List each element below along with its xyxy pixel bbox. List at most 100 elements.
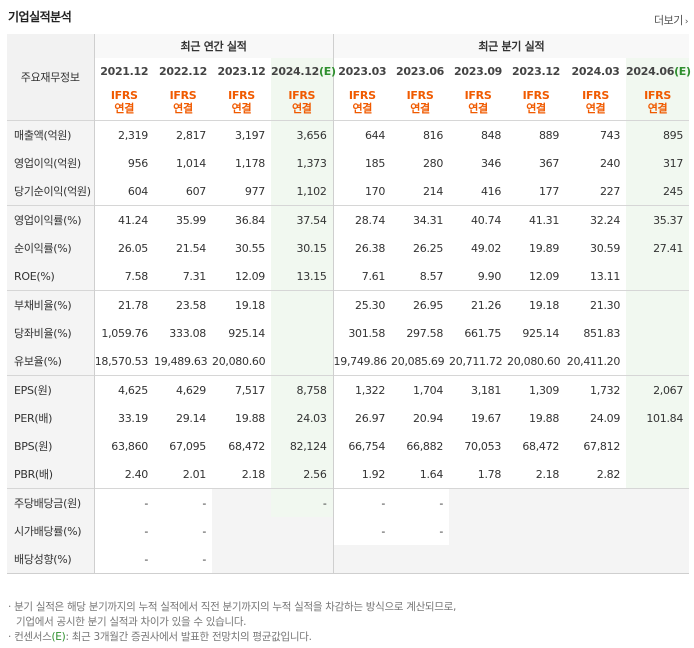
- value-cell: 20,711.72: [449, 354, 503, 368]
- value-cell: 12.09: [235, 269, 265, 283]
- period-label: 2023.12: [217, 64, 266, 78]
- period-label: 2023.12: [512, 64, 561, 78]
- value-cell: 20,080.60: [212, 354, 266, 368]
- table-row: EPS(원) 4,625 4,629 7,517 8,758 1,322 1,704 3,18…: [7, 375, 690, 404]
- period-header: 2023.06: [391, 58, 450, 84]
- value-cell: 2.40: [93, 460, 154, 489]
- row-label: EPS(원): [7, 375, 94, 404]
- value-cell: 889: [507, 120, 566, 149]
- table-row: BPS(원) 63,860 67,095 68,472 82,124 66,754 66,8…: [7, 432, 690, 460]
- value-cell: 21.26: [449, 290, 508, 319]
- value-cell: [391, 545, 450, 574]
- value-cell: [626, 460, 690, 489]
- value-cell: 20,411.20: [566, 354, 621, 368]
- period-header: 2022.12: [154, 58, 212, 84]
- value-cell: 743: [565, 120, 627, 149]
- value-cell: [565, 488, 627, 517]
- value-cell: 26.97: [332, 404, 392, 432]
- chevron-right-icon: ›: [684, 17, 689, 27]
- value-cell: 2.56: [271, 460, 334, 489]
- value-cell: 20,085.69: [391, 354, 445, 368]
- period-header: 2024.06(E): [626, 58, 691, 84]
- value-cell: [449, 545, 508, 574]
- row-label: PER(배): [7, 404, 94, 432]
- value-cell: 41.24: [93, 205, 154, 234]
- period-header: 2023.09: [449, 58, 508, 84]
- value-cell: 82,124: [271, 432, 334, 460]
- value-cell: 2.18: [241, 467, 266, 481]
- value-cell: 604: [93, 177, 154, 206]
- consolidated-label: 연결: [352, 102, 373, 115]
- value-cell: 3,197: [212, 120, 271, 149]
- value-cell: 977: [244, 184, 265, 198]
- value-cell: 21.30: [565, 290, 627, 319]
- value-cell: 177: [538, 184, 560, 198]
- value-cell: 956: [93, 149, 154, 177]
- value-cell: 1.64: [419, 467, 444, 481]
- value-cell: 317: [626, 149, 690, 177]
- value-cell: 30.59: [590, 241, 621, 255]
- row-label: 영업이익(억원): [7, 149, 94, 177]
- value-cell: 29.14: [176, 411, 206, 425]
- more-link[interactable]: 더보기 ›: [654, 12, 689, 28]
- table-row: 영업이익(억원) 956 1,014 1,178 1,373 185 280 346 367 24…: [7, 149, 690, 177]
- value-cell: 1,178: [235, 156, 265, 170]
- value-cell: 2.01: [182, 467, 207, 481]
- period-label: 2024.03: [571, 64, 620, 78]
- row-label: PBR(배): [7, 460, 94, 489]
- table-row: ROE(%) 7.58 7.31 12.09 13.15 7.61 8.57 9.90 12.0…: [7, 262, 690, 291]
- value-cell: 3,181: [449, 375, 508, 404]
- value-cell: 68,472: [228, 439, 265, 453]
- value-cell: 367: [538, 156, 560, 170]
- value-cell: 25.30: [332, 290, 392, 319]
- value-cell: 2.82: [596, 467, 621, 481]
- ifrs-label: IFRS: [228, 89, 255, 102]
- table-row: 당좌비율(%) 1,059.76 333.08 925.14 301.58 297.58 6…: [7, 319, 690, 347]
- table-row: 당기순이익(억원) 604 607 977 1,102 170 214 416 177 227 24…: [7, 177, 690, 206]
- row-label: 순이익률(%): [7, 234, 94, 262]
- value-cell: 68,472: [522, 439, 560, 453]
- value-cell: [271, 517, 334, 545]
- ifrs-header: IFRS 연결: [449, 84, 508, 121]
- value-cell: 297.58: [406, 326, 444, 340]
- value-cell: 49.02: [471, 241, 502, 255]
- value-cell: [626, 488, 690, 517]
- row-label: 부채비율(%): [7, 290, 94, 319]
- value-cell: 66,754: [332, 432, 392, 460]
- value-cell: 19.89: [529, 241, 560, 255]
- value-cell: 1,014: [176, 156, 206, 170]
- period-label: 2023.06: [396, 64, 445, 78]
- value-cell: 1,322: [332, 375, 392, 404]
- value-cell: 7,517: [212, 375, 271, 404]
- row-label: 당좌비율(%): [7, 319, 94, 347]
- value-cell: 280: [422, 156, 444, 170]
- ifrs-label: IFRS: [522, 89, 550, 102]
- row-label: 영업이익률(%): [7, 205, 94, 234]
- value-cell: -: [154, 545, 212, 574]
- value-cell: 644: [332, 120, 392, 149]
- value-cell: 1,373: [271, 149, 334, 177]
- value-cell: -: [202, 524, 206, 538]
- ifrs-header: IFRS 연결: [507, 84, 566, 121]
- row-label: 매출액(억원): [7, 120, 94, 149]
- value-cell: 27.41: [626, 234, 690, 262]
- value-cell: 2,319: [93, 120, 154, 149]
- value-cell: 26.25: [413, 241, 444, 255]
- value-cell: 170: [332, 177, 392, 206]
- value-cell: 4,625: [93, 375, 154, 404]
- value-cell: [565, 545, 627, 574]
- period-label: 2024.12: [271, 64, 320, 78]
- value-cell: [212, 517, 271, 545]
- ifrs-header: IFRS 연결: [391, 84, 450, 121]
- value-cell: [507, 545, 566, 574]
- value-cell: 240: [599, 156, 621, 170]
- table-row: 부채비율(%) 21.78 23.58 19.18 25.30 26.95 21.26 19.…: [7, 290, 690, 319]
- value-cell: 67,095: [169, 439, 206, 453]
- value-cell: -: [332, 517, 392, 545]
- footnote-2-prefix: · 컨센서스: [8, 631, 52, 643]
- value-cell: 227: [599, 184, 621, 198]
- value-cell: 19.18: [507, 290, 566, 319]
- value-cell: [626, 517, 690, 545]
- value-cell: [449, 488, 508, 517]
- ifrs-header: IFRS 연결: [93, 84, 154, 121]
